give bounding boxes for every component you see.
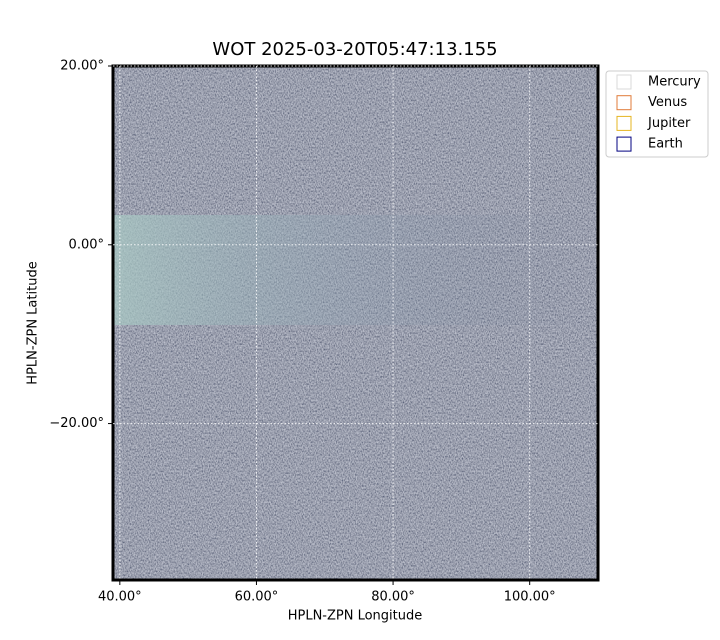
legend: Mercury Venus Jupiter Earth xyxy=(605,70,709,158)
x-tick-label: 60.00° xyxy=(235,590,279,605)
y-axis-label: HPLN-ZPN Latitude xyxy=(26,261,41,384)
x-tick-label: 100.00° xyxy=(504,590,556,605)
x-tick-label: 80.00° xyxy=(371,590,415,605)
legend-frame xyxy=(605,70,709,158)
y-tick-label: 20.00° xyxy=(60,59,104,74)
chart-title: WOT 2025-03-20T05:47:13.155 xyxy=(212,39,497,60)
y-tick-label: −20.00° xyxy=(49,416,104,431)
legend-swatch xyxy=(616,95,632,111)
legend-swatch xyxy=(616,74,632,90)
image xyxy=(111,64,600,582)
x-axis-label: HPLN-ZPN Longitude xyxy=(288,609,423,624)
legend-swatch xyxy=(616,115,632,131)
legend-label: Earth xyxy=(648,137,683,152)
y-tick-label: 0.00° xyxy=(69,237,104,252)
legend-swatch xyxy=(616,136,632,152)
legend-label: Venus xyxy=(648,95,687,110)
x-tick-label: 40.00° xyxy=(98,590,142,605)
legend-label: Mercury xyxy=(648,75,701,90)
image-glow xyxy=(113,215,598,325)
legend-label: Jupiter xyxy=(647,116,691,131)
